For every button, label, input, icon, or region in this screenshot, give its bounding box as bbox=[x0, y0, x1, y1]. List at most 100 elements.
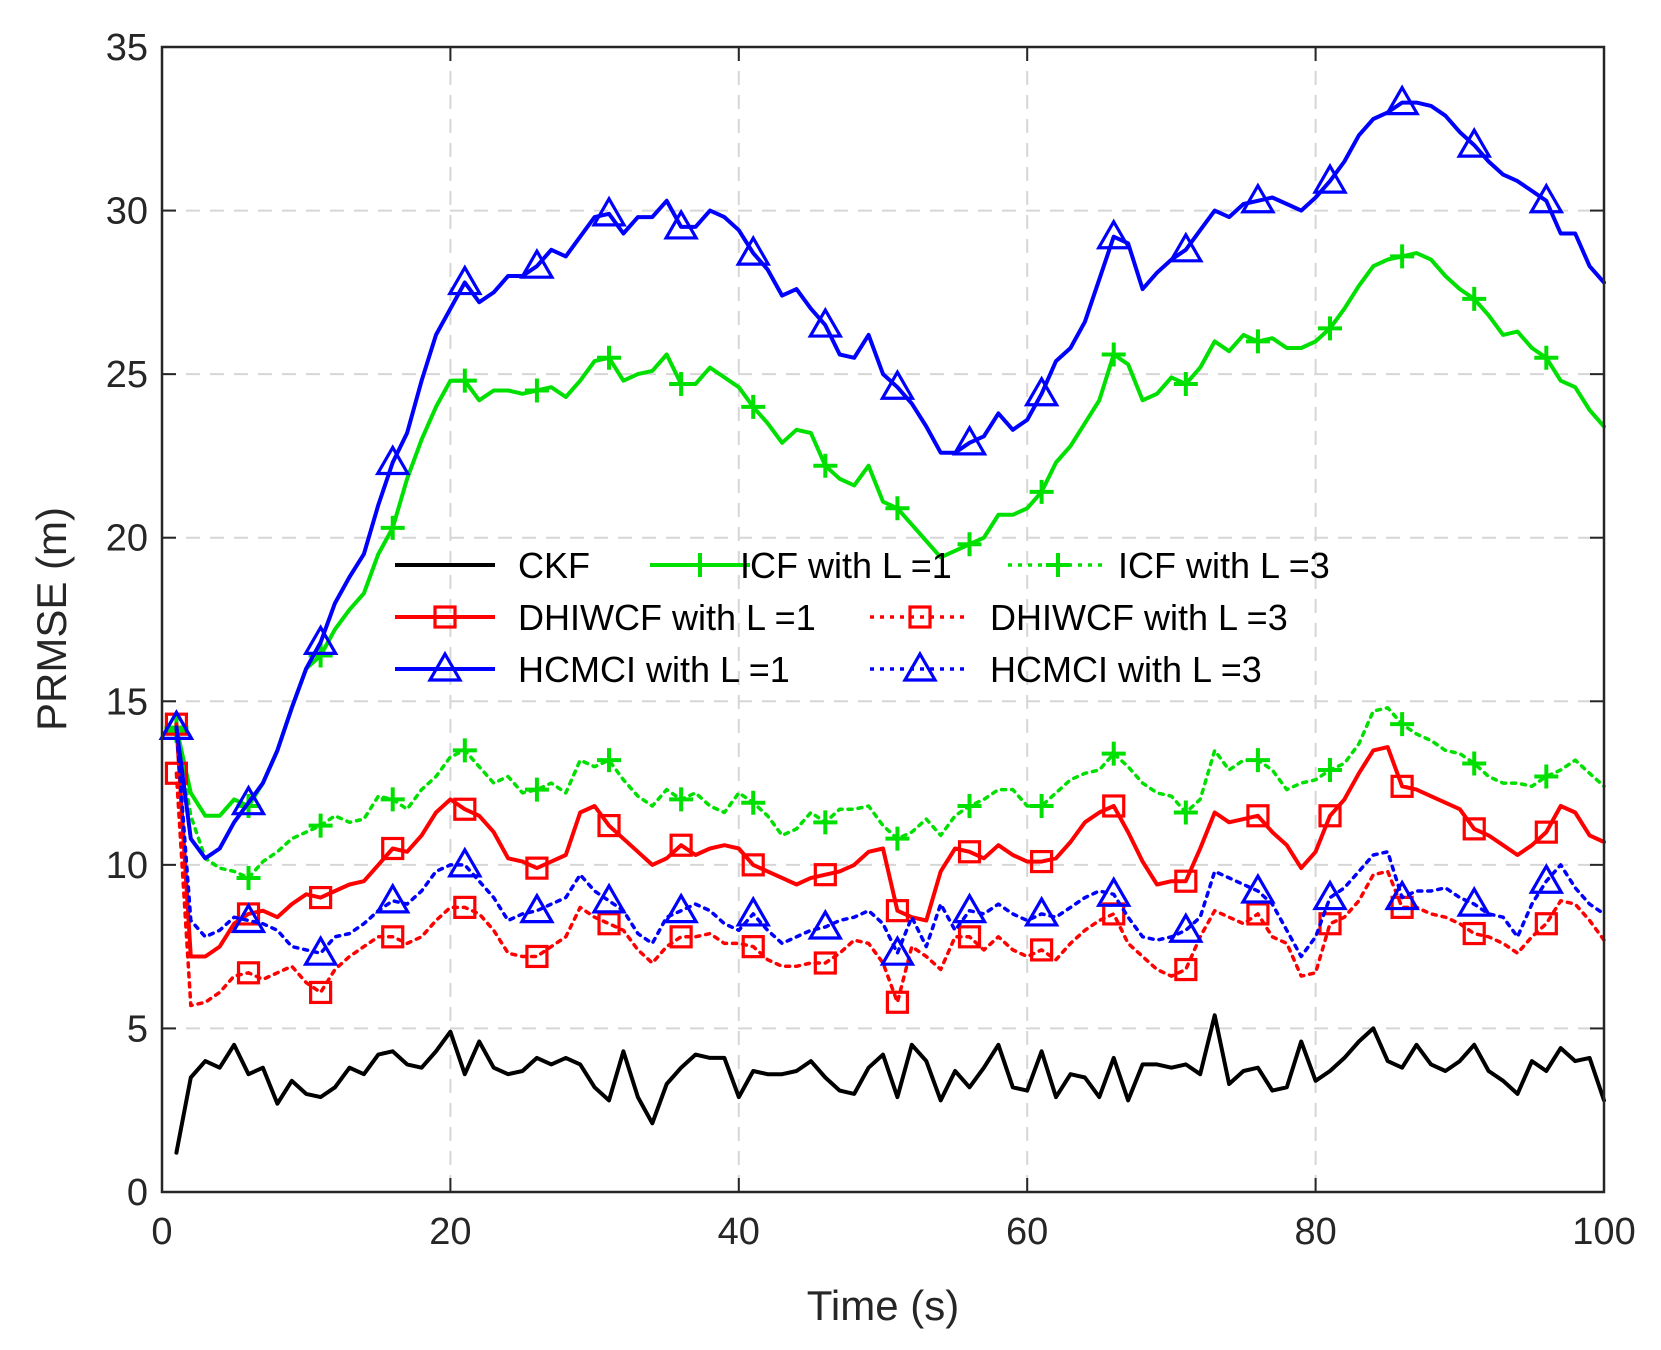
data-point-marker bbox=[1312, 879, 1348, 911]
data-point-marker bbox=[374, 444, 411, 476]
data-point-marker bbox=[1384, 879, 1420, 911]
legend-entry: HCMCI with L =1 bbox=[395, 649, 790, 690]
data-point-marker bbox=[524, 777, 549, 802]
data-point-marker bbox=[669, 371, 694, 396]
data-point-marker bbox=[1168, 912, 1204, 943]
legend-label: ICF with L =3 bbox=[1118, 545, 1330, 586]
data-point-marker bbox=[1534, 764, 1559, 789]
x-tick-label: 40 bbox=[718, 1211, 760, 1253]
data-point-marker bbox=[1462, 921, 1486, 946]
data-point-marker bbox=[951, 424, 988, 456]
data-point-marker bbox=[1318, 804, 1342, 828]
y-tick-label: 0 bbox=[127, 1172, 148, 1214]
data-point-marker bbox=[1318, 316, 1343, 341]
data-point-marker bbox=[597, 748, 622, 773]
data-point-marker bbox=[807, 306, 844, 338]
data-point-marker bbox=[1095, 876, 1132, 907]
data-point-marker bbox=[1456, 885, 1492, 917]
data-point-marker bbox=[1312, 162, 1348, 194]
data-point-marker bbox=[957, 840, 982, 864]
y-tick-label: 35 bbox=[106, 27, 148, 69]
data-point-marker bbox=[591, 195, 627, 227]
data-point-marker bbox=[1173, 371, 1198, 396]
data-point-marker bbox=[452, 738, 477, 763]
data-point-marker bbox=[813, 453, 838, 478]
data-point-marker bbox=[374, 882, 411, 914]
y-tick-label: 15 bbox=[106, 681, 148, 723]
data-point-marker bbox=[380, 515, 405, 540]
data-point-marker bbox=[597, 345, 622, 370]
series-line bbox=[174, 706, 1606, 880]
y-tick-label: 25 bbox=[106, 354, 148, 396]
x-tick-label: 100 bbox=[1572, 1211, 1635, 1253]
data-point-marker bbox=[813, 863, 837, 887]
data-point-marker bbox=[524, 378, 549, 403]
data-point-marker bbox=[1030, 849, 1054, 874]
data-point-marker bbox=[663, 892, 699, 924]
data-point-marker bbox=[663, 208, 699, 240]
series-line bbox=[174, 771, 1606, 1008]
data-point-marker bbox=[158, 709, 195, 741]
data-point-marker bbox=[885, 496, 910, 521]
legend-marker bbox=[908, 605, 932, 629]
data-point-marker bbox=[669, 925, 693, 949]
data-point-marker bbox=[453, 895, 477, 919]
data-point-marker bbox=[236, 961, 261, 985]
data-point-marker bbox=[1095, 218, 1132, 250]
x-tick-label: 80 bbox=[1294, 1211, 1336, 1253]
x-tick-label: 60 bbox=[1006, 1211, 1048, 1253]
data-point-marker bbox=[381, 836, 405, 861]
data-point-marker bbox=[1528, 863, 1565, 894]
data-point-marker bbox=[741, 394, 766, 419]
y-axis-title: PRMSE (m) bbox=[28, 507, 75, 731]
data-point-marker bbox=[1101, 342, 1126, 367]
legend-entry: CKF bbox=[395, 545, 590, 586]
data-point-marker bbox=[381, 925, 405, 949]
data-point-marker bbox=[447, 264, 483, 296]
data-point-marker bbox=[1534, 912, 1558, 936]
data-point-marker bbox=[1534, 345, 1559, 370]
data-point-marker bbox=[951, 892, 988, 924]
data-point-marker bbox=[1240, 182, 1276, 214]
data-point-marker bbox=[525, 944, 549, 969]
series-line bbox=[174, 1013, 1606, 1155]
legend-marker bbox=[1046, 553, 1070, 577]
data-point-marker bbox=[1246, 902, 1270, 926]
data-point-marker bbox=[735, 895, 771, 927]
data-point-marker bbox=[230, 784, 267, 816]
data-point-marker bbox=[1240, 872, 1276, 904]
data-point-marker bbox=[164, 761, 189, 785]
series-line bbox=[174, 251, 1606, 818]
data-point-marker bbox=[735, 234, 771, 266]
data-point-marker bbox=[669, 833, 693, 857]
legend-entry: ICF with L =1 bbox=[650, 545, 952, 586]
data-point-marker bbox=[879, 934, 916, 966]
data-point-marker bbox=[1023, 375, 1060, 407]
legend-label: HCMCI with L =3 bbox=[990, 649, 1262, 690]
data-point-marker bbox=[1390, 712, 1415, 737]
data-point-marker bbox=[1246, 804, 1270, 828]
legend-entry: DHIWCF with L =3 bbox=[870, 597, 1288, 638]
ticks: 0 20 40 60 80 100 0 5 10 15 20 25 30 35 bbox=[106, 27, 1636, 1253]
data-point-marker bbox=[1029, 793, 1054, 818]
data-point-marker bbox=[807, 908, 844, 940]
data-point-marker bbox=[885, 826, 910, 851]
data-point-marker bbox=[1173, 800, 1198, 825]
series-hcmci-l-1 bbox=[158, 84, 1606, 861]
data-point-marker bbox=[1174, 957, 1198, 982]
legend-entry: DHIWCF with L =1 bbox=[395, 597, 816, 638]
series-dhiwcf-l-1 bbox=[164, 712, 1606, 959]
data-point-marker bbox=[1101, 741, 1126, 766]
legend-label: DHIWCF with L =3 bbox=[990, 597, 1288, 638]
legend-marker bbox=[902, 650, 938, 682]
data-point-marker bbox=[1456, 126, 1492, 158]
data-point-marker bbox=[1462, 286, 1487, 311]
legend-label: CKF bbox=[518, 545, 590, 586]
series-icf-l-1 bbox=[164, 244, 1606, 818]
y-tick-label: 10 bbox=[106, 845, 148, 887]
series-layer bbox=[158, 84, 1606, 1155]
data-point-marker bbox=[813, 810, 838, 835]
data-point-marker bbox=[302, 624, 339, 655]
